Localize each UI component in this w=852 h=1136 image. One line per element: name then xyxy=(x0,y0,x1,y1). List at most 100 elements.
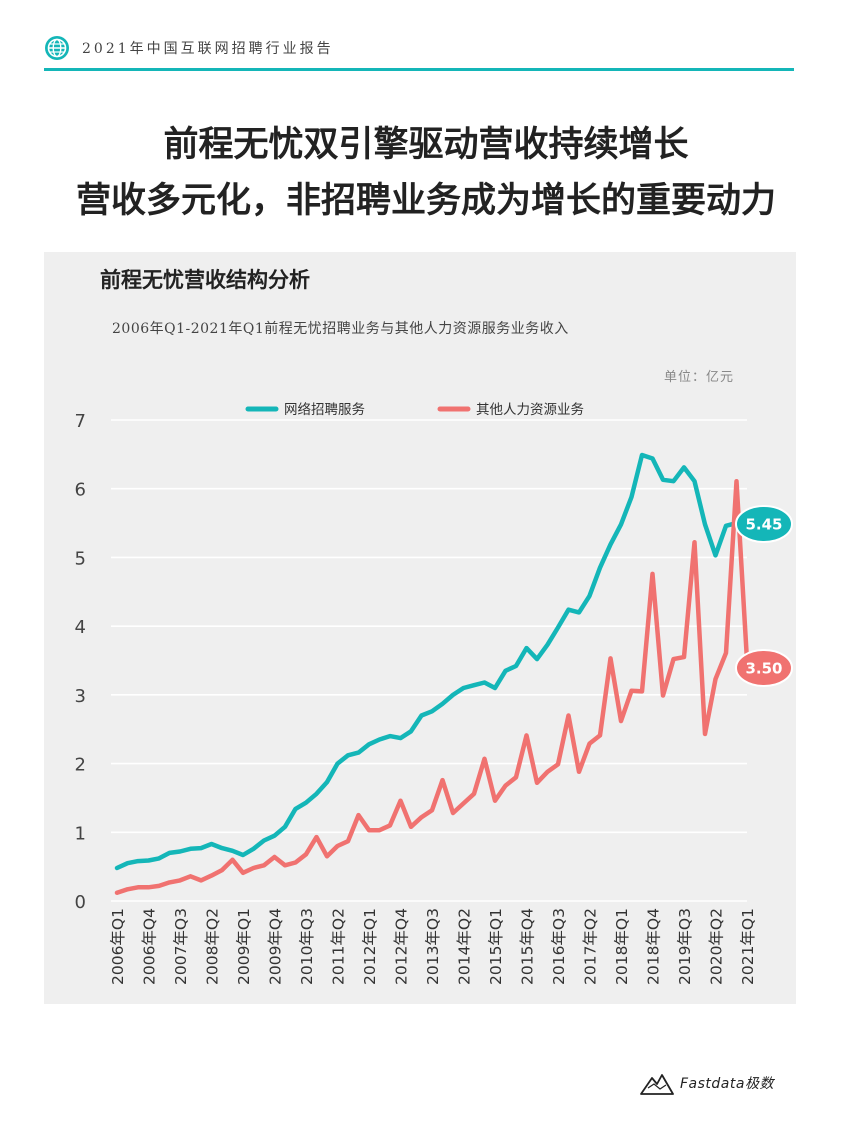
data-point xyxy=(640,453,644,457)
x-tick-label: 2018年Q1 xyxy=(613,908,631,985)
data-point xyxy=(483,681,486,684)
data-point xyxy=(189,875,192,878)
data-point xyxy=(441,702,444,705)
data-point xyxy=(462,802,465,805)
data-point xyxy=(168,851,171,855)
x-tick-label: 2015年Q1 xyxy=(487,908,505,985)
data-point xyxy=(609,657,612,660)
data-point xyxy=(199,879,203,882)
x-tick-label: 2006年Q4 xyxy=(141,908,159,985)
data-point xyxy=(136,859,140,863)
data-point xyxy=(367,743,371,746)
report-header: 2021年中国互联网招聘行业报告 xyxy=(44,34,334,62)
data-point xyxy=(336,844,339,848)
data-point xyxy=(451,811,455,815)
x-tick-label: 2013年Q3 xyxy=(424,908,442,985)
data-point xyxy=(682,466,686,469)
data-point xyxy=(136,886,140,889)
x-tick-label: 2011年Q2 xyxy=(330,908,348,985)
data-point xyxy=(693,541,696,544)
data-point xyxy=(220,846,224,850)
x-tick-label: 2017年Q2 xyxy=(582,908,600,985)
data-point xyxy=(315,792,318,796)
data-point xyxy=(220,868,224,872)
data-point xyxy=(556,626,560,629)
data-point xyxy=(682,655,686,659)
data-point xyxy=(735,479,738,483)
data-point xyxy=(504,669,507,673)
data-point xyxy=(241,871,245,875)
page-title: 前程无忧双引擎驱动营收持续增长 xyxy=(163,125,689,165)
data-point xyxy=(325,855,329,858)
end-value-label: 3.50 xyxy=(745,660,782,678)
data-point xyxy=(115,866,119,870)
data-point xyxy=(409,825,413,828)
legend-label: 网络招聘服务 xyxy=(284,402,365,418)
x-tick-label: 2012年Q1 xyxy=(361,908,379,985)
data-point xyxy=(714,554,717,557)
data-point xyxy=(577,611,581,614)
data-point xyxy=(252,847,255,850)
chart-unit: 单位：亿元 xyxy=(663,370,734,385)
data-point xyxy=(273,855,276,859)
y-tick-label: 2 xyxy=(75,755,86,776)
data-point xyxy=(357,751,360,754)
data-point xyxy=(294,807,297,811)
data-point xyxy=(399,799,402,802)
data-point xyxy=(262,864,266,867)
data-point xyxy=(378,738,381,741)
y-tick-label: 3 xyxy=(75,686,86,707)
data-point xyxy=(661,694,665,697)
data-point xyxy=(577,770,581,774)
data-point xyxy=(651,572,654,576)
data-point xyxy=(472,792,476,796)
data-point xyxy=(661,478,665,481)
y-tick-label: 0 xyxy=(75,892,86,913)
data-point xyxy=(504,784,507,787)
data-point xyxy=(231,849,234,853)
data-point xyxy=(399,736,402,740)
data-point xyxy=(598,734,602,737)
data-point xyxy=(283,864,287,867)
data-point xyxy=(556,763,560,766)
data-point xyxy=(535,781,539,785)
data-point xyxy=(651,457,654,460)
x-tick-label: 2008年Q2 xyxy=(204,908,222,985)
data-point xyxy=(231,858,234,861)
header-divider xyxy=(44,68,794,71)
data-point xyxy=(630,495,633,499)
data-point xyxy=(588,742,591,745)
x-tick-label: 2016年Q3 xyxy=(550,908,568,985)
data-point xyxy=(346,840,350,843)
data-point xyxy=(619,523,623,526)
data-point xyxy=(588,594,591,598)
data-point xyxy=(672,657,675,661)
data-point xyxy=(535,657,539,661)
series-line-other-hr xyxy=(114,478,750,896)
brand-name: Fastdata极数 xyxy=(680,1076,774,1092)
x-tick-label: 2020年Q2 xyxy=(708,908,726,985)
data-point xyxy=(357,813,360,817)
y-tick-label: 1 xyxy=(75,823,86,844)
data-point xyxy=(598,566,602,569)
data-point xyxy=(346,754,350,757)
data-point xyxy=(315,835,318,839)
brand-logo: Fastdata极数 xyxy=(640,1070,774,1096)
data-point xyxy=(703,523,707,526)
globe-icon xyxy=(45,36,69,60)
data-point xyxy=(514,664,518,668)
data-point xyxy=(546,770,549,774)
data-point xyxy=(567,608,570,611)
data-point xyxy=(273,834,276,837)
data-point xyxy=(714,677,717,681)
report-title: 2021年中国互联网招聘行业报告 xyxy=(82,41,334,57)
data-point xyxy=(630,689,633,692)
data-point xyxy=(724,524,728,528)
data-point xyxy=(483,757,486,760)
data-point xyxy=(525,646,528,650)
x-tick-label: 2021年Q1 xyxy=(739,908,757,985)
data-point xyxy=(430,809,434,812)
data-point xyxy=(546,643,549,646)
data-point xyxy=(420,815,423,819)
